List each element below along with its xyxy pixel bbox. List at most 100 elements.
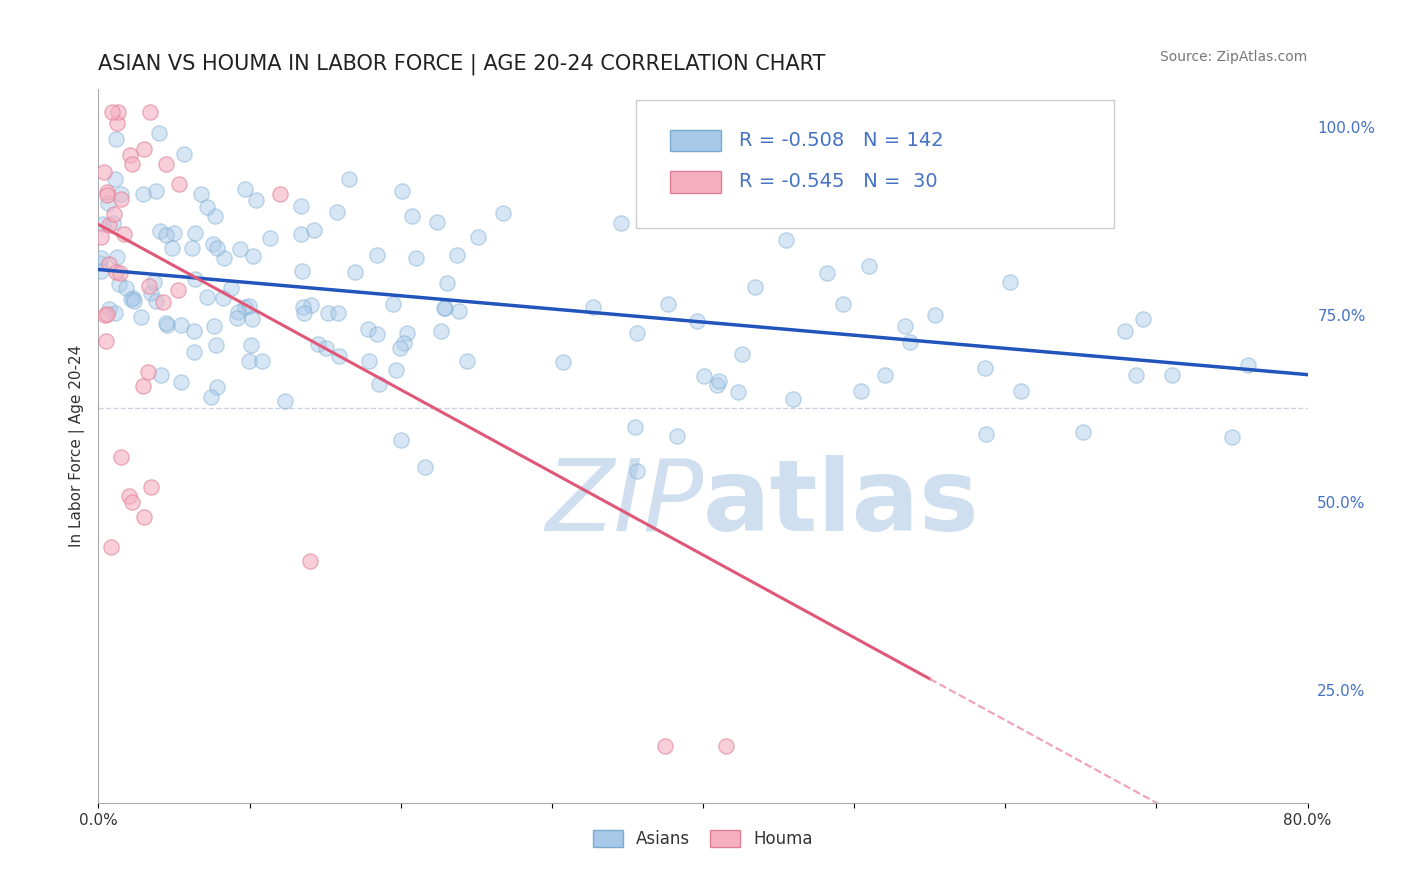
Point [169, 375, 191, 389]
Point [219, 281, 242, 295]
Point [143, 275, 166, 289]
Point [326, 205, 349, 219]
Point [357, 354, 380, 368]
Point [122, 293, 145, 308]
Point [302, 223, 325, 237]
Point [274, 393, 297, 408]
Point [328, 349, 350, 363]
Point [389, 433, 412, 447]
Point [894, 318, 917, 333]
Point [1010, 384, 1032, 398]
Point [139, 104, 162, 119]
Point [132, 510, 155, 524]
Point [93, 309, 115, 323]
Point [337, 172, 360, 186]
Point [290, 227, 312, 241]
Point [849, 384, 872, 399]
Point [205, 380, 228, 394]
Text: atlas: atlas [703, 455, 980, 551]
FancyBboxPatch shape [671, 171, 721, 193]
Point [148, 126, 170, 140]
Point [104, 306, 127, 320]
Point [974, 360, 997, 375]
Point [1125, 368, 1147, 382]
Point [110, 450, 132, 465]
Point [97, 257, 120, 271]
Point [110, 266, 132, 280]
Point [101, 104, 124, 119]
Point [169, 177, 191, 191]
Point [98, 218, 121, 232]
Point [446, 247, 468, 261]
Point [430, 324, 453, 338]
Point [238, 353, 260, 368]
Text: R = -0.508   N = 142: R = -0.508 N = 142 [740, 131, 943, 150]
Point [706, 377, 728, 392]
Legend: Asians, Houma: Asians, Houma [586, 823, 820, 855]
Point [110, 193, 132, 207]
Point [96, 185, 118, 199]
Text: ASIAN VS HOUMA IN LABOR FORCE | AGE 20-24 CORRELATION CHART: ASIAN VS HOUMA IN LABOR FORCE | AGE 20-2… [98, 54, 825, 75]
Point [101, 216, 124, 230]
Point [581, 300, 603, 314]
Point [326, 305, 349, 319]
Point [204, 210, 226, 224]
Point [183, 345, 205, 359]
Point [1237, 359, 1260, 373]
Point [226, 311, 249, 326]
Point [149, 224, 172, 238]
Point [197, 200, 219, 214]
Point [1000, 276, 1022, 290]
Point [432, 301, 454, 315]
Point [205, 338, 228, 352]
Point [205, 241, 228, 255]
Point [91, 217, 114, 231]
Point [900, 334, 922, 349]
Point [120, 292, 142, 306]
Point [112, 227, 135, 241]
Point [107, 104, 129, 119]
Point [96, 307, 118, 321]
Point [343, 265, 366, 279]
Point [228, 304, 250, 318]
Point [382, 297, 405, 311]
FancyBboxPatch shape [671, 130, 721, 152]
Point [121, 495, 143, 509]
Point [974, 427, 997, 442]
Point [775, 233, 797, 247]
Point [145, 293, 167, 308]
Point [727, 385, 749, 400]
Point [184, 272, 207, 286]
Point [132, 379, 155, 393]
Point [141, 480, 163, 494]
Point [714, 739, 737, 754]
Text: R = -0.545   N =  30: R = -0.545 N = 30 [740, 172, 938, 192]
Point [132, 142, 155, 156]
Point [139, 286, 162, 301]
Point [131, 310, 153, 324]
Point [1132, 312, 1154, 326]
Point [456, 353, 478, 368]
Point [1161, 368, 1184, 383]
Point [610, 216, 633, 230]
Point [394, 335, 416, 350]
Point [152, 295, 174, 310]
Point [709, 374, 731, 388]
Point [366, 248, 388, 262]
Point [269, 187, 291, 202]
Text: ZIP: ZIP [544, 455, 703, 551]
Point [782, 392, 804, 406]
Point [245, 194, 267, 208]
Point [316, 306, 339, 320]
Point [145, 184, 167, 198]
Point [155, 157, 177, 171]
Point [202, 237, 225, 252]
Point [259, 231, 281, 245]
Point [242, 249, 264, 263]
Point [155, 227, 177, 242]
Point [229, 243, 252, 257]
Point [122, 291, 145, 305]
Point [657, 297, 679, 311]
Point [875, 368, 897, 382]
Point [299, 298, 322, 312]
